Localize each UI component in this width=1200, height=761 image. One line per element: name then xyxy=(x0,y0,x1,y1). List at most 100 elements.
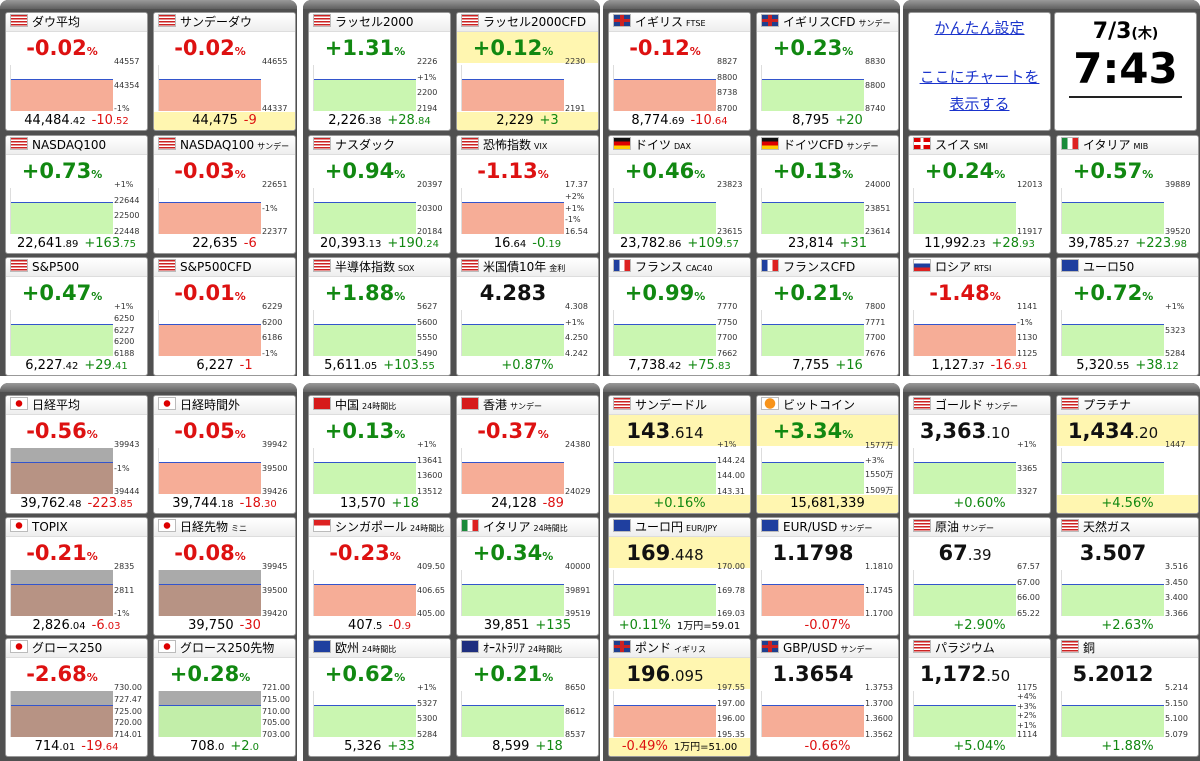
ticker-tile[interactable]: ロシア RTSI -1.48% 1141 -1% 1130 1125 1,127.37 -16.… xyxy=(908,257,1051,376)
ticker-tile[interactable]: イタリア MIB +0.57% 39889 39520 39,785.27 +223.98 xyxy=(1056,135,1199,254)
ticker-tag: サンデー xyxy=(840,645,873,654)
footer-decimals: .57 xyxy=(723,239,740,250)
flag xyxy=(613,137,631,150)
ticker-tile[interactable]: 天然ガス 3.507 3.516 3.450 3.400 3.366 +2.63% xyxy=(1056,517,1199,636)
ticker-tile[interactable]: 日経平均 -0.56% 39943 -1% 39444 39,762.48 -223.85 xyxy=(5,395,148,514)
axis-label: 5.100 xyxy=(1165,714,1188,724)
tile-header: 日経先物 ミニ xyxy=(154,518,295,537)
ticker-name: サンデーダウ xyxy=(180,15,253,29)
ticker-tile[interactable]: TOPIX -0.21% 2835 2811 -1% 2,826.04 -6.03 xyxy=(5,517,148,636)
chart-fill xyxy=(11,462,113,494)
ticker-tile[interactable]: ラッセル2000 +1.31% 2226 +1% 2200 2194 2,226.38 +28… xyxy=(308,12,451,131)
ticker-tile[interactable]: ｵｰｽﾄﾗﾘｱ 24時間比 +0.21% 8650 8612 8537 8,599 +18 xyxy=(456,638,599,757)
tile-header: サンデーダウ xyxy=(154,13,295,32)
ticker-tile[interactable]: 半導体指数 SOX +1.88% 5627 5600 5550 5490 5,611.05 +1… xyxy=(308,257,451,376)
ticker-tile[interactable]: 香港 サンデー -0.37% 24380 24029 24,128 -89 xyxy=(456,395,599,514)
axis-labels: +1% 13641 13600 13512 xyxy=(417,440,450,496)
ticker-tile[interactable]: イタリア 24時間比 +0.34% 40000 39891 39519 39,851 +135 xyxy=(456,517,599,636)
headline: 3.507 xyxy=(1057,538,1169,568)
ticker-tile[interactable]: サンデーダウ -0.02% 44655 44337 44,475 -9 xyxy=(153,12,296,131)
footer-item: +31 xyxy=(840,236,867,251)
tile-header: 香港 サンデー xyxy=(457,396,598,415)
ticker-tile[interactable]: ドイツCFD サンデー +0.13% 24000 23851 23614 23,814 +31 xyxy=(756,135,899,254)
axis-label: 22377 xyxy=(262,227,288,236)
ticker-tile[interactable]: ドイツ DAX +0.46% 23823 23615 23,782.86 +109.57 xyxy=(608,135,751,254)
ticker-name: ポンド xyxy=(635,641,672,655)
ticker-tile[interactable]: 日経先物 ミニ -0.08% 39945 39500 39420 39,750 -30 xyxy=(153,517,296,636)
chart-link[interactable]: 表示する xyxy=(949,95,1010,113)
ticker-name: プラチナ xyxy=(1083,398,1132,412)
headline-unit: % xyxy=(842,45,854,58)
ticker-tile[interactable]: スイス SMI +0.24% 12013 11917 11,992.23 +28.93 xyxy=(908,135,1051,254)
ticker-tile[interactable]: ポンド イギリス 196.095 197.55 197.00 196.00 195.35 -0… xyxy=(608,638,751,757)
flag xyxy=(313,519,331,532)
tile-header: イギリス FTSE xyxy=(609,13,750,32)
ticker-tile[interactable]: ユーロ50 +0.72% +1% 5323 5284 5,320.55 +38.12 xyxy=(1056,257,1199,376)
ticker-tile[interactable]: イギリス FTSE -0.12% 8827 8800 8738 8700 8,774.69 -1… xyxy=(608,12,751,131)
ticker-tile[interactable]: シンガポール 24時間比 -0.23% 409.50 406.65 405.00 407.5… xyxy=(308,517,451,636)
chart-baseline xyxy=(159,584,261,585)
footer-item: +28.93 xyxy=(992,236,1035,251)
ticker-tile[interactable]: NASDAQ100 サンデー -0.03% 22651 -1% 22377 22,635 -6 xyxy=(153,135,296,254)
ticker-tile[interactable]: EUR/USD サンデー 1.1798 1.1810 1.1745 1.1700 -0.07… xyxy=(756,517,899,636)
footer-item: +0.87% xyxy=(501,358,553,373)
axis-labels: 197.55 197.00 196.00 195.35 xyxy=(717,683,750,739)
ticker-tile[interactable]: ラッセル2000CFD +0.12% 2230 2191 2,229 +3 xyxy=(456,12,599,131)
footer-item: +3 xyxy=(540,113,559,128)
ticker-tile[interactable]: 米国債10年 金利 4.283 4.308 +1% 4.250 4.242 +0.87% xyxy=(456,257,599,376)
ticker-tile[interactable]: フランス CAC40 +0.99% 7770 7750 7700 7662 7,738.42 +… xyxy=(608,257,751,376)
ticker-tile[interactable]: グロース250先物 +0.28% 721.00 715.00 710.00 705.00 7… xyxy=(153,638,296,757)
ticker-tile[interactable]: GBP/USD サンデー 1.3654 1.3753 1.3700 1.3600 1.356… xyxy=(756,638,899,757)
axis-labels: 7800 7771 7700 7676 xyxy=(865,302,898,358)
ticker-tile[interactable]: S&P500CFD -0.01% 6229 6200 6186 -1% 6,227 -1 xyxy=(153,257,296,376)
footer-value: +20 xyxy=(835,113,863,128)
tile-footer: 39,744.18 -18.30 xyxy=(154,495,295,513)
ticker-tile[interactable]: 欧州 24時間比 +0.62% +1% 5327 5300 5284 5,326 +33 xyxy=(308,638,451,757)
footer-item: 5,320.55 xyxy=(1076,358,1129,373)
tile-header: ダウ平均 xyxy=(6,13,147,32)
footer-item: +1.88% xyxy=(1101,739,1153,754)
ticker-tile[interactable]: ゴールド サンデー 3,363.10 +1% 3365 3327 +0.60% xyxy=(908,395,1051,514)
chart-baseline xyxy=(914,324,1016,325)
axis-label: 1.1700 xyxy=(865,609,893,618)
chart-baseline xyxy=(11,584,113,585)
flag xyxy=(461,519,479,532)
ticker-tile[interactable]: NASDAQ100 +0.73% +1% 22644 22500 22448 22,641.… xyxy=(5,135,148,254)
chart-link[interactable]: ここにチャートを xyxy=(919,68,1040,86)
ticker-tile[interactable]: フランスCFD +0.21% 7800 7771 7700 7676 7,755 +16 xyxy=(756,257,899,376)
headline-value: 67 xyxy=(938,541,968,565)
ticker-tile[interactable]: サンデードル 143.614 +1% 144.24 144.00 143.31 +0.16% xyxy=(608,395,751,514)
chart-baseline xyxy=(1062,324,1164,325)
highlight xyxy=(1057,414,1198,446)
ticker-tile[interactable]: ダウ平均 -0.02% 44557 44354 -1% 44,484.42 -10.52 xyxy=(5,12,148,131)
ticker-tile[interactable]: パラジウム 1,172.50 1175 +4% +3% +2% +1% 1114 +5.04% xyxy=(908,638,1051,757)
headline-value: -0.08 xyxy=(174,541,235,565)
axis-label: 409.50 xyxy=(417,562,445,571)
footer-value: 22,641 xyxy=(16,236,63,251)
axis-label: 4.308 xyxy=(565,302,588,311)
settings-link[interactable]: かんたん設定 xyxy=(934,19,1025,37)
ticker-tag: DAX xyxy=(674,142,691,151)
ticker-tile[interactable]: S&P500 +0.47% +1% 6250 6227 6200 6188 6,227.42 +… xyxy=(5,257,148,376)
chart-fill xyxy=(462,202,564,234)
ticker-tile[interactable]: 日経時間外 -0.05% 39942 39500 39426 39,744.18 -18.3… xyxy=(153,395,296,514)
ticker-tile[interactable]: グロース250 -2.68% 730.00 727.47 725.00 720.00 714… xyxy=(5,638,148,757)
chart-area xyxy=(313,188,416,234)
ticker-tile[interactable]: 中国 24時間比 +0.13% +1% 13641 13600 13512 13,570 +18 xyxy=(308,395,451,514)
footer-value: 6,227 xyxy=(196,358,234,373)
footer-value: +28 xyxy=(387,113,415,128)
ticker-tile[interactable]: イギリスCFD サンデー +0.23% 8830 8800 8740 8,795 +20 xyxy=(756,12,899,131)
ticker-tile[interactable]: 銅 5.2012 5.214 5.150 5.100 5.079 +1.88% xyxy=(1056,638,1199,757)
ticker-tile[interactable]: プラチナ 1,434.20 1447 +4.56% xyxy=(1056,395,1199,514)
tile-footer: 22,635 -6 xyxy=(154,235,295,253)
axis-label: 20397 xyxy=(417,180,443,189)
ticker-tile[interactable]: ナスダック +0.94% 20397 20300 20184 20,393.13 +190.… xyxy=(308,135,451,254)
axis-label: +1% xyxy=(1165,302,1185,311)
chart-baseline xyxy=(914,584,1016,585)
footer-item: -9 xyxy=(244,113,257,128)
ticker-tag: 24時間比 xyxy=(410,524,445,533)
ticker-tile[interactable]: 原油 サンデー 67.39 67.57 67.00 66.00 65.22 +2.90% xyxy=(908,517,1051,636)
ticker-tile[interactable]: ビットコイン +3.34% 1577万 +3% 1550万 1509万 15,681,339 xyxy=(756,395,899,514)
ticker-tile[interactable]: 恐怖指数 VIX -1.13% 17.37 +2% +1% -1% 16.54 16.64 -0.… xyxy=(456,135,599,254)
ticker-tile[interactable]: ユーロ円 EUR/JPY 169.448 170.00 169.78 169.03 +0.1… xyxy=(608,517,751,636)
